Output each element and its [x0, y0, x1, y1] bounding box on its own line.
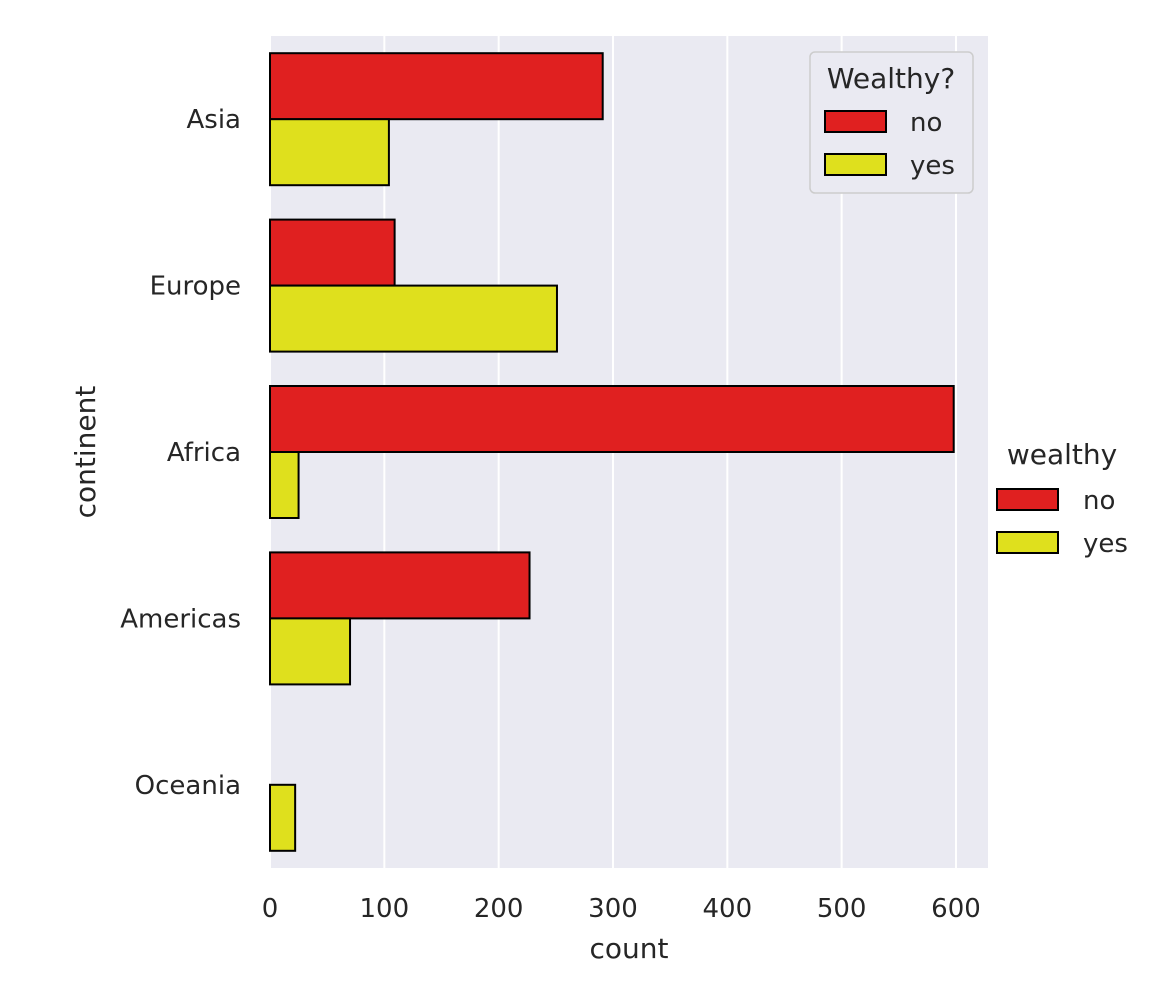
legend-outer-swatch-yes — [996, 531, 1059, 554]
bar-europe-yes — [269, 284, 558, 353]
x-tick-label-500: 500 — [817, 894, 867, 924]
y-tick-label-europe: Europe — [150, 272, 241, 302]
x-tick-label-400: 400 — [703, 894, 753, 924]
x-tick-label-600: 600 — [931, 894, 981, 924]
legend-inner-label-yes: yes — [910, 151, 955, 181]
bar-europe-no — [269, 218, 396, 287]
legend-outer-label-yes: yes — [1083, 529, 1128, 559]
legend-outer-label-no: no — [1083, 486, 1115, 516]
legend-inner-title: Wealthy? — [827, 62, 955, 95]
y-axis-label: continent — [69, 386, 102, 519]
legend-outer-title: wealthy — [1007, 438, 1117, 471]
legend-inner: Wealthy? no yes — [809, 51, 974, 194]
x-tick-labels: 0 100 200 300 400 500 600 — [262, 894, 981, 924]
legend-inner-swatch-yes — [824, 153, 887, 176]
y-tick-label-asia: Asia — [187, 105, 242, 135]
legend-inner-label-no: no — [910, 108, 942, 138]
bar-africa-yes — [269, 451, 300, 519]
legend-outer-swatch-no — [996, 488, 1059, 511]
y-tick-label-africa: Africa — [167, 438, 241, 468]
bars — [269, 52, 955, 852]
y-tick-labels: Asia Europe Africa Americas Oceania — [120, 105, 241, 801]
legend-inner-swatch-no — [824, 110, 887, 133]
bar-africa-no — [269, 385, 955, 453]
y-tick-label-oceania: Oceania — [135, 771, 241, 801]
x-axis-label: count — [590, 932, 669, 965]
y-tick-label-americas: Americas — [120, 604, 241, 634]
bar-asia-no — [269, 52, 604, 121]
x-tick-label-200: 200 — [474, 894, 524, 924]
x-tick-label-100: 100 — [360, 894, 410, 924]
x-tick-label-0: 0 — [262, 894, 279, 924]
bar-asia-yes — [269, 118, 390, 187]
bar-oceania-yes — [269, 783, 297, 852]
bar-americas-yes — [269, 617, 352, 686]
bar-americas-no — [269, 551, 531, 620]
legend-outer: wealthy no yes — [996, 438, 1128, 559]
x-tick-label-300: 300 — [588, 894, 638, 924]
